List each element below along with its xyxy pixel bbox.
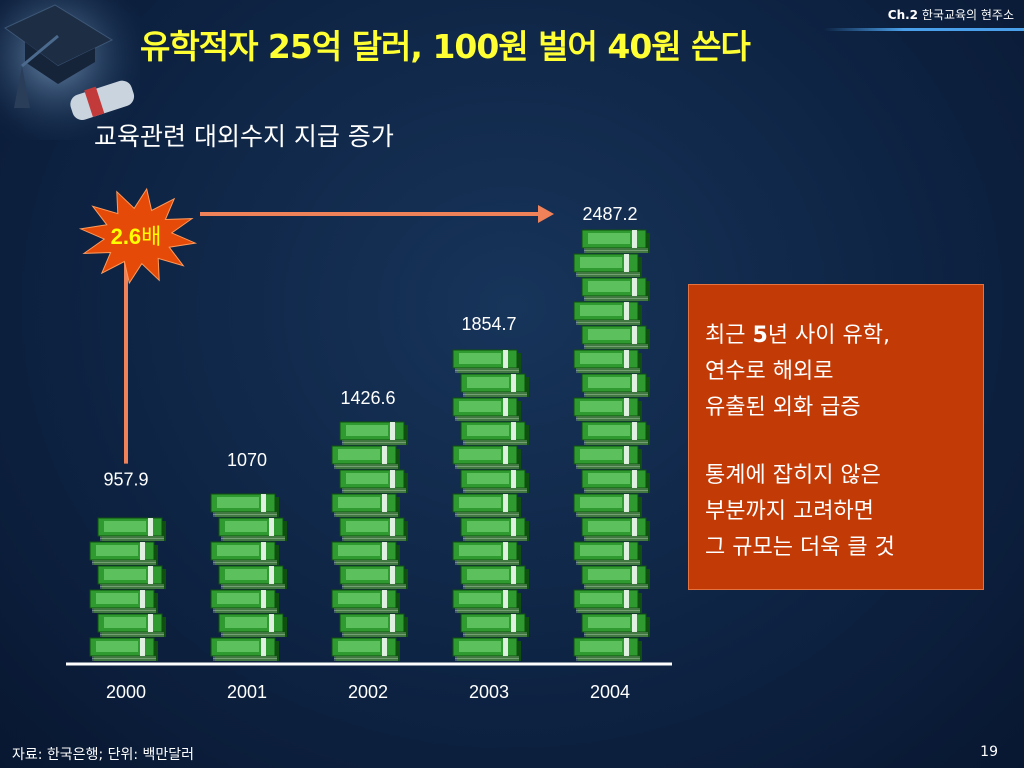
growth-multiplier-unit: 배 <box>141 225 161 250</box>
starburst <box>78 187 198 285</box>
x-tick-label: 2004 <box>590 682 630 702</box>
chapter-underline <box>824 28 1024 31</box>
money-bundle <box>339 517 408 541</box>
bar <box>210 493 287 661</box>
money-bundle <box>573 589 642 613</box>
money-bundle <box>218 517 287 541</box>
money-bundle <box>581 517 650 541</box>
graduation-cap-icon <box>0 0 140 140</box>
money-bundle <box>452 493 521 517</box>
bar <box>452 349 529 661</box>
callout-line: 통계에 잡히지 않은 <box>705 463 881 488</box>
money-bundle <box>452 637 521 661</box>
money-bundle <box>573 493 642 517</box>
money-bundle <box>452 349 521 373</box>
money-bundle <box>331 445 400 469</box>
money-bundle <box>573 253 642 277</box>
money-bundle <box>339 469 408 493</box>
money-bundle <box>581 469 650 493</box>
money-bundle <box>581 229 650 253</box>
money-bundle <box>460 469 529 493</box>
chapter-tag: Ch.2 한국교육의 현주소 <box>888 6 1014 23</box>
bar <box>89 517 166 661</box>
bar <box>573 229 650 661</box>
money-bundle <box>573 445 642 469</box>
data-label: 1426.6 <box>340 388 395 408</box>
money-bundle <box>210 493 279 517</box>
money-bundle <box>581 565 650 589</box>
money-bundle <box>452 541 521 565</box>
money-bundle <box>97 565 166 589</box>
money-bundle <box>452 589 521 613</box>
money-bundle <box>339 421 408 445</box>
x-tick-label: 2002 <box>348 682 388 702</box>
money-bundle <box>331 493 400 517</box>
growth-arrowhead <box>538 205 554 223</box>
money-bundle <box>89 637 158 661</box>
chapter-number: Ch.2 <box>887 8 919 22</box>
money-bundle <box>210 541 279 565</box>
money-bundle <box>573 541 642 565</box>
money-bundle <box>581 613 650 637</box>
money-bundle <box>331 589 400 613</box>
bar <box>331 421 408 661</box>
money-bundle <box>210 589 279 613</box>
slide-title: 유학적자 25억 달러, 100원 벌어 40원 쓴다 <box>140 27 751 66</box>
money-bundle <box>573 397 642 421</box>
money-bundle <box>452 397 521 421</box>
money-bundle <box>210 637 279 661</box>
money-bundle <box>89 541 158 565</box>
money-bundle <box>218 613 287 637</box>
money-bundle <box>339 613 408 637</box>
chart-subtitle: 교육관련 대외수지 지급 증가 <box>94 122 394 151</box>
money-bundle <box>89 589 158 613</box>
money-bundle <box>460 421 529 445</box>
x-tick-label: 2003 <box>469 682 509 702</box>
callout-box: 최근 5년 사이 유학, 연수로 해외로 유출된 외화 급증 통계에 잡히지 않… <box>688 284 984 590</box>
growth-multiplier-label: 2.6배 <box>111 224 162 250</box>
money-bundle <box>331 541 400 565</box>
money-bundle <box>331 637 400 661</box>
money-bundle <box>573 349 642 373</box>
x-tick-label: 2001 <box>227 682 267 702</box>
callout-line: 연수로 해외로 <box>705 359 834 384</box>
money-bundle <box>581 421 650 445</box>
money-bundle <box>573 637 642 661</box>
data-label: 2487.2 <box>582 204 637 224</box>
x-tick-label: 2000 <box>106 682 146 702</box>
money-bundle <box>581 277 650 301</box>
money-bundle <box>460 565 529 589</box>
money-bundle <box>97 517 166 541</box>
growth-multiplier-number: 2.6 <box>111 224 142 249</box>
callout-line: 그 규모는 더욱 클 것 <box>705 535 895 560</box>
source-note: 자료: 한국은행; 단위: 백만달러 <box>12 747 195 763</box>
money-bundle <box>339 565 408 589</box>
data-label: 1854.7 <box>461 314 516 334</box>
page-number: 19 <box>980 744 998 760</box>
data-label: 1070 <box>227 450 267 470</box>
callout-line: 부분까지 고려하면 <box>705 499 874 524</box>
money-bundle <box>460 373 529 397</box>
money-bundle <box>218 565 287 589</box>
money-bundle <box>460 613 529 637</box>
money-bundle <box>452 445 521 469</box>
chapter-title: 한국교육의 현주소 <box>921 8 1014 22</box>
money-bundle <box>97 613 166 637</box>
money-bundle <box>581 325 650 349</box>
money-bundle <box>581 373 650 397</box>
money-bundle <box>573 301 642 325</box>
callout-line: 유출된 외화 급증 <box>705 395 861 420</box>
callout-line: 최근 5년 사이 유학, <box>705 323 890 348</box>
data-label: 957.9 <box>103 470 148 490</box>
money-bundle <box>460 517 529 541</box>
